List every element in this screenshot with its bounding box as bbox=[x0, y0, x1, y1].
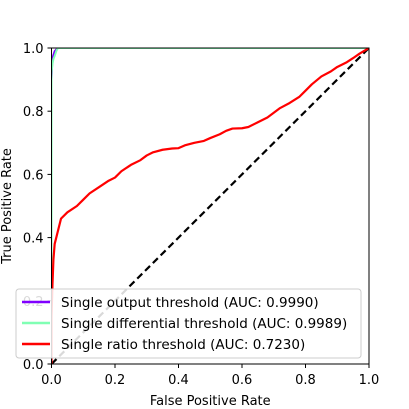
x-tick-label: 1.0 bbox=[359, 373, 380, 388]
plot-frame bbox=[51, 47, 370, 365]
legend-entry-0: Single output threshold (AUC: 0.9990) bbox=[61, 295, 319, 311]
y-tick-label: 0.4 bbox=[23, 232, 44, 247]
series-line-0 bbox=[51, 48, 369, 364]
x-tick-label: 0.0 bbox=[41, 373, 62, 388]
x-tick-label: 0.2 bbox=[105, 373, 126, 388]
x-tick-label: 0.6 bbox=[232, 373, 253, 388]
series-line-2 bbox=[51, 48, 369, 364]
y-axis-label: True Positive Rate bbox=[0, 148, 15, 265]
legend-entry-1: Single differential threshold (AUC: 0.99… bbox=[61, 316, 347, 332]
legend-entry-2: Single ratio threshold (AUC: 0.7230) bbox=[61, 337, 305, 353]
y-tick-label: 0.6 bbox=[23, 168, 44, 183]
x-tick-label: 0.8 bbox=[295, 373, 316, 388]
x-axis-label: False Positive Rate bbox=[150, 394, 271, 409]
y-tick-label: 1.0 bbox=[23, 42, 44, 57]
x-tick-label: 0.4 bbox=[168, 373, 189, 388]
y-tick-label: 0.0 bbox=[23, 358, 44, 373]
chance-diagonal-line bbox=[51, 48, 369, 364]
y-tick-label: 0.8 bbox=[23, 105, 44, 120]
legend-box bbox=[15, 288, 362, 359]
